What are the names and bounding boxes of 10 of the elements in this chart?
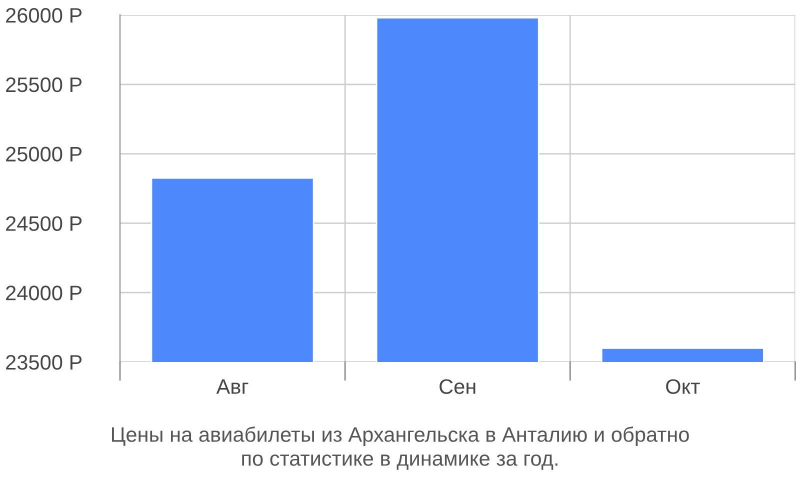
y-tick-label: 24500 Р xyxy=(6,216,82,231)
y-tick-label: 24000 Р xyxy=(6,286,82,300)
y-tick-label: 25000 Р xyxy=(6,146,82,162)
x-tick-label: Окт xyxy=(666,379,700,394)
y-tick-label: 25500 Р xyxy=(6,77,82,92)
x-tick-label: Сен xyxy=(440,379,476,394)
y-tick-label: 26000 Р xyxy=(6,8,82,23)
y-tick-label: 23500 Р xyxy=(6,355,82,370)
text: Цены на авиабилеты из Архангельска в Анталию и обратно по статистике в динамике за год. xyxy=(112,426,689,470)
x-tick-label: Авг xyxy=(216,379,248,394)
